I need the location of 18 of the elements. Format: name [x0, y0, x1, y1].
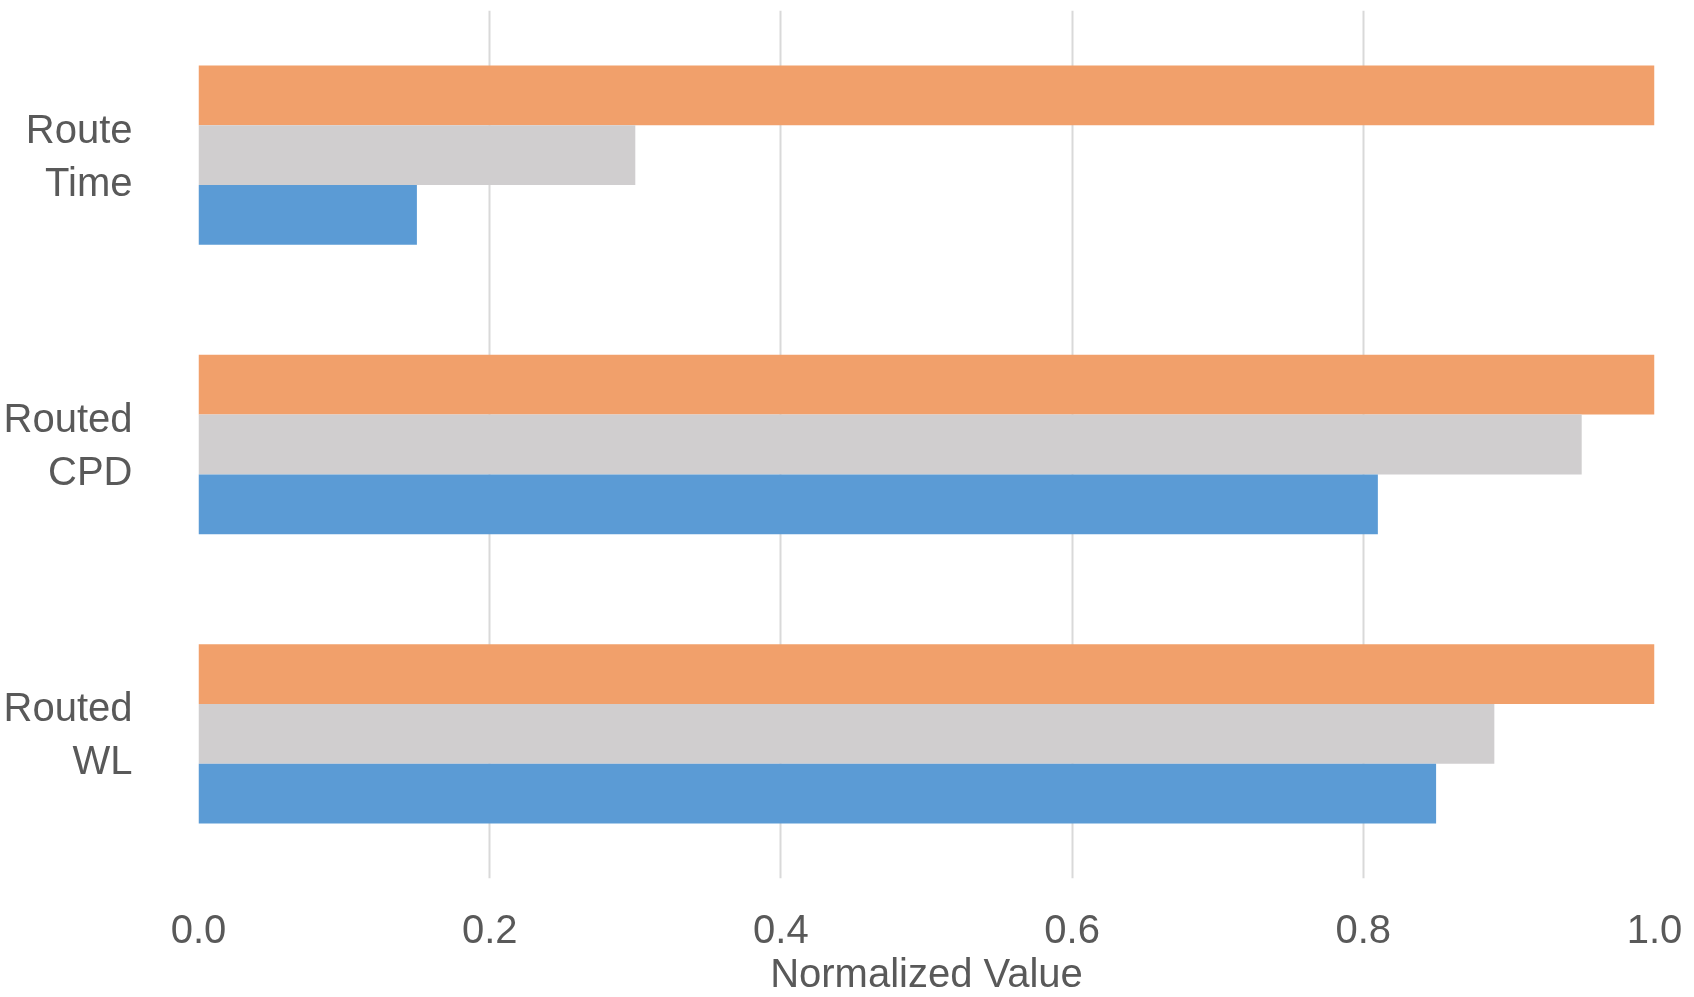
bar [198, 763, 1437, 824]
y-tick-label: Route Time [25, 106, 133, 204]
bar [198, 65, 1655, 126]
y-tick-label: Routed WL [3, 685, 133, 783]
x-tick-label: 0.8 [1335, 906, 1392, 951]
x-tick-label: 0.0 [170, 906, 227, 951]
x-tick-label: 0.4 [753, 906, 809, 951]
bar [198, 414, 1582, 475]
bar [198, 644, 1655, 704]
bar [198, 185, 417, 245]
bar [198, 354, 1655, 415]
x-tick-label: 0.2 [461, 906, 518, 951]
bar [198, 474, 1378, 535]
bar [198, 703, 1495, 764]
x-tick-label: 1.0 [1626, 906, 1683, 951]
x-axis-title: Normalized Value [770, 950, 1083, 995]
x-tick-label: 0.6 [1044, 906, 1100, 951]
y-tick-label: Routed CPD [3, 396, 133, 493]
